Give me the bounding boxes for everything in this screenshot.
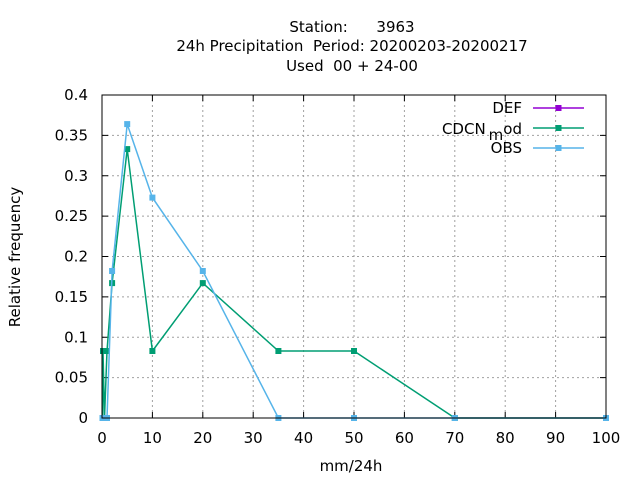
data-point [109,268,116,274]
x-axis-label: mm/24h [320,457,383,475]
y-tick-label: 0.25 [55,207,88,225]
x-tick-label: 90 [546,429,565,447]
legend-marker-def [555,105,562,111]
legend-label-cdcn: CDCN mod [442,120,522,144]
legend-label-cdcn-main: CDCN [442,120,486,138]
x-tick-label: 100 [592,429,621,447]
data-point [199,268,206,274]
y-tick-label: 0 [78,409,88,427]
data-point [275,348,282,354]
data-point [104,348,110,354]
legend-label-obs: OBS [491,139,522,157]
data-point [199,280,206,287]
data-point [149,194,156,201]
title-line-period: 24h Precipitation Period: 20200203-20200… [176,37,527,55]
y-tick-label: 0.2 [64,248,88,266]
axis-ticks: 0 10 20 30 40 50 60 70 80 90 100 0 0.05 0.1 0.15 0.2 0.2… [55,86,621,447]
y-tick-label: 0.05 [55,369,88,387]
data-point [124,121,131,128]
y-tick-label: 0.3 [64,167,88,185]
y-tick-label: 0.35 [55,126,88,144]
grid-lines [102,95,606,418]
x-tick-label: 50 [344,429,363,447]
legend: DEF CDCN mod OBS [442,99,584,157]
legend-label-def: DEF [492,99,522,117]
x-tick-label: 20 [193,429,212,447]
x-tick-label: 0 [97,429,107,447]
x-tick-label: 10 [143,429,162,447]
x-tick-label: 60 [395,429,414,447]
legend-entry-obs: OBS [491,139,584,157]
x-tick-label: 70 [445,429,464,447]
x-tick-label: 40 [294,429,313,447]
series-line-1 [101,149,606,419]
chart-title: Station: 3963 24h Precipitation Period: … [176,18,527,75]
legend-entry-cdcn: CDCN mod [442,120,584,144]
legend-marker-obs [555,145,562,151]
legend-marker-cdcn [555,125,562,131]
title-line-used: Used 00 + 24-00 [286,57,418,75]
x-tick-label: 30 [244,429,263,447]
data-point [124,146,131,153]
x-tick-label: 80 [496,429,515,447]
data-point [351,348,357,354]
y-axis-label: Relative frequency [6,187,24,328]
plot-frame [101,94,607,419]
data-point [100,348,106,354]
legend-label-cdcn-tail: od [503,120,522,138]
data-point [149,348,156,354]
legend-entry-def: DEF [492,99,584,117]
legend-label-cdcn-sub: m [489,126,504,144]
title-line-station: Station: 3963 [289,18,414,36]
y-tick-label: 0.4 [64,86,88,104]
y-tick-label: 0.1 [64,328,88,346]
y-tick-label: 0.15 [55,288,88,306]
